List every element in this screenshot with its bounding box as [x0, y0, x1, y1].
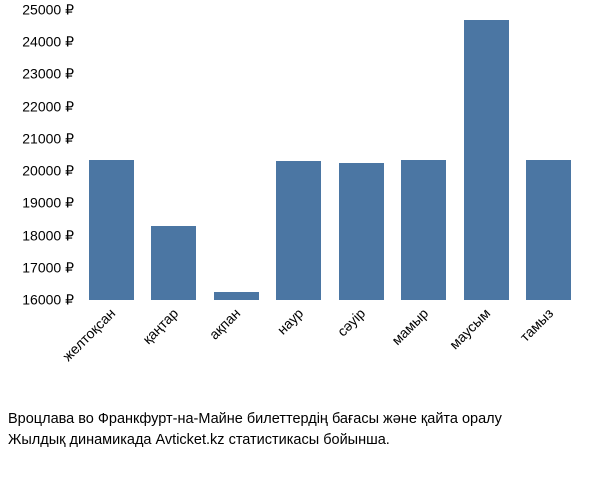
y-tick-label: 19000 ₽: [22, 195, 74, 212]
x-axis: желтоқсанқаңтарақпаннаурсәуірмамырмаусым…: [80, 305, 580, 395]
x-tick-label: ақпан: [206, 305, 243, 342]
bar: [339, 163, 384, 300]
y-tick-label: 22000 ₽: [22, 98, 74, 115]
caption-line2: Жылдық динамикада Avticket.kz статистика…: [8, 430, 592, 450]
y-axis: 16000 ₽17000 ₽18000 ₽19000 ₽20000 ₽21000…: [0, 10, 80, 300]
x-tick-label: желтоқсан: [59, 305, 118, 364]
x-tick-label: сәуір: [334, 305, 368, 339]
y-tick-label: 21000 ₽: [22, 130, 74, 147]
y-tick-label: 25000 ₽: [22, 2, 74, 19]
y-tick-label: 18000 ₽: [22, 227, 74, 244]
x-tick-label: қаңтар: [139, 305, 181, 347]
bar: [89, 160, 134, 300]
bar: [401, 160, 446, 300]
y-tick-label: 23000 ₽: [22, 66, 74, 83]
caption-line1: Вроцлава во Франкфурт-на-Майне билеттерд…: [8, 411, 502, 427]
y-tick-label: 16000 ₽: [22, 292, 74, 309]
x-tick-label: маусым: [446, 305, 493, 352]
bar: [464, 20, 509, 300]
x-tick-label: наур: [274, 305, 307, 338]
bar: [214, 292, 259, 300]
y-tick-label: 17000 ₽: [22, 259, 74, 276]
chart-container: 16000 ₽ 17000 ₽ 18000 ₽ 19000 ₽ 20000 ₽ 21000…: [0, 10, 600, 390]
bar: [276, 161, 321, 300]
y-tick-label: 24000 ₽: [22, 34, 74, 51]
plot-area: [80, 10, 580, 300]
bar: [151, 226, 196, 300]
bar: [526, 160, 571, 300]
y-tick-label: 20000 ₽: [22, 163, 74, 180]
x-tick-label: тамыз: [516, 305, 556, 345]
x-tick-label: мамыр: [388, 305, 431, 348]
chart-caption: Вроцлава во Франкфурт-на-Майне билеттерд…: [8, 409, 592, 450]
